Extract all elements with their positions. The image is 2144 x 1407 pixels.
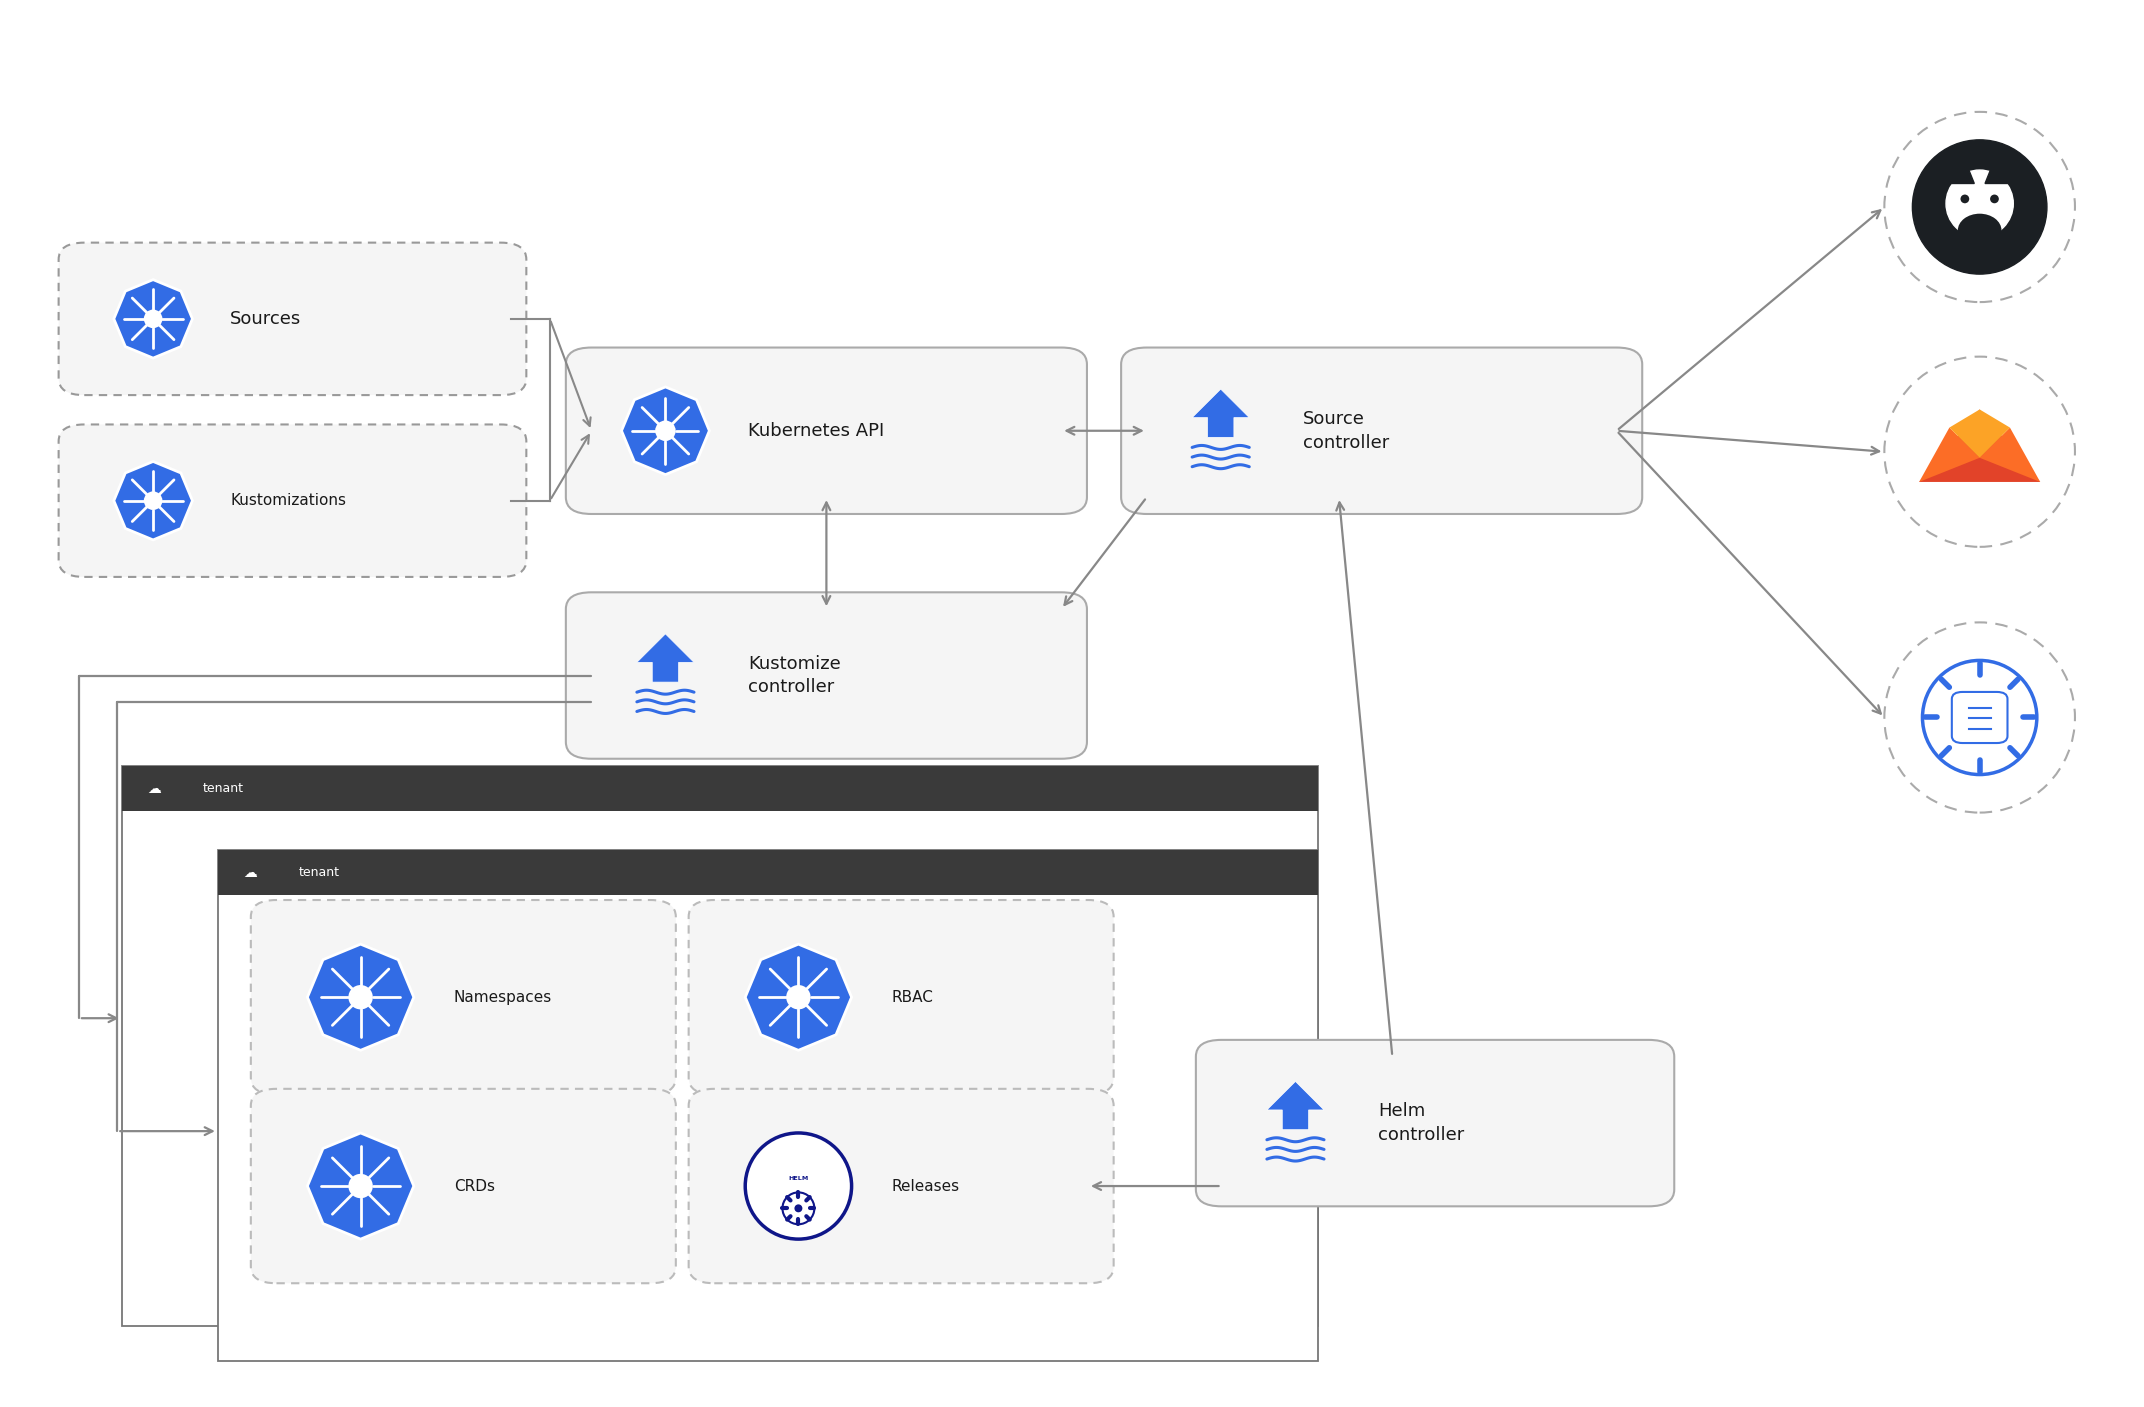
FancyBboxPatch shape — [122, 767, 1319, 812]
Ellipse shape — [783, 1192, 815, 1224]
Ellipse shape — [787, 986, 810, 1009]
FancyBboxPatch shape — [251, 1089, 675, 1283]
Text: ☁: ☁ — [244, 865, 257, 879]
Text: HELM: HELM — [789, 1176, 808, 1180]
Polygon shape — [114, 280, 193, 359]
Ellipse shape — [1923, 660, 2037, 774]
Ellipse shape — [1947, 170, 2013, 238]
Ellipse shape — [1957, 214, 2002, 248]
Text: tenant: tenant — [204, 782, 244, 795]
Polygon shape — [1949, 163, 1975, 183]
Text: Kustomize
controller: Kustomize controller — [748, 654, 840, 696]
Polygon shape — [307, 944, 414, 1050]
Ellipse shape — [795, 1204, 802, 1213]
Ellipse shape — [1885, 622, 2075, 813]
Polygon shape — [114, 461, 193, 540]
FancyBboxPatch shape — [58, 425, 525, 577]
Ellipse shape — [349, 1175, 371, 1197]
Polygon shape — [746, 944, 851, 1050]
Polygon shape — [1985, 163, 2009, 183]
Polygon shape — [1949, 409, 2009, 457]
FancyBboxPatch shape — [219, 850, 1319, 1361]
FancyBboxPatch shape — [58, 242, 525, 395]
Ellipse shape — [1960, 194, 1968, 203]
Polygon shape — [1192, 390, 1250, 438]
Polygon shape — [307, 1133, 414, 1240]
Ellipse shape — [1885, 356, 2075, 547]
FancyBboxPatch shape — [566, 592, 1087, 758]
FancyBboxPatch shape — [688, 1089, 1113, 1283]
Ellipse shape — [349, 986, 371, 1009]
FancyBboxPatch shape — [219, 850, 1319, 895]
FancyBboxPatch shape — [1196, 1040, 1674, 1206]
Ellipse shape — [656, 422, 675, 440]
Text: ☁: ☁ — [148, 782, 161, 796]
Polygon shape — [637, 635, 695, 682]
Ellipse shape — [1885, 113, 2075, 303]
FancyBboxPatch shape — [122, 767, 1319, 1325]
Ellipse shape — [146, 311, 161, 326]
Polygon shape — [622, 387, 710, 474]
FancyBboxPatch shape — [251, 900, 675, 1095]
Text: Namespaces: Namespaces — [455, 989, 551, 1005]
Ellipse shape — [746, 1133, 851, 1240]
Text: RBAC: RBAC — [892, 989, 933, 1005]
Polygon shape — [1919, 409, 2041, 483]
Text: Sources: Sources — [229, 310, 302, 328]
FancyBboxPatch shape — [1951, 692, 2007, 743]
Text: Source
controller: Source controller — [1304, 409, 1389, 452]
Polygon shape — [1267, 1082, 1325, 1130]
Ellipse shape — [146, 492, 161, 509]
Polygon shape — [1919, 428, 1979, 483]
Text: Kustomizations: Kustomizations — [229, 494, 347, 508]
Text: tenant: tenant — [298, 867, 341, 879]
FancyBboxPatch shape — [688, 900, 1113, 1095]
Text: Kubernetes API: Kubernetes API — [748, 422, 883, 440]
Ellipse shape — [1990, 194, 1998, 203]
Text: Helm
controller: Helm controller — [1379, 1102, 1464, 1144]
FancyBboxPatch shape — [1121, 348, 1642, 514]
Polygon shape — [1979, 428, 2041, 483]
Text: Releases: Releases — [892, 1179, 961, 1193]
FancyBboxPatch shape — [566, 348, 1087, 514]
Text: CRDs: CRDs — [455, 1179, 495, 1193]
Ellipse shape — [1912, 139, 2048, 274]
